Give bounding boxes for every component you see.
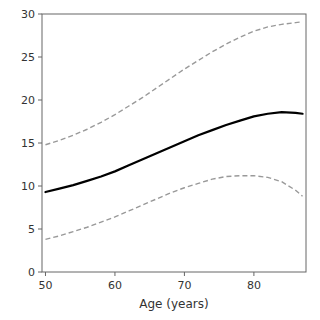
x-axis-label: Age (years) <box>139 297 208 311</box>
x-tick <box>184 272 185 276</box>
x-tick <box>253 272 254 276</box>
x-tick-label: 50 <box>38 279 52 292</box>
y-tick-label: 25 <box>21 51 35 64</box>
chart-svg: 50 60 70 80 0 5 10 15 20 25 30 Age (years) <box>0 0 320 320</box>
y-tick <box>38 272 42 273</box>
chart-container: 50 60 70 80 0 5 10 15 20 25 30 Age (years) <box>0 0 320 320</box>
x-tick <box>114 272 115 276</box>
y-tick <box>38 143 42 144</box>
y-tick-label: 20 <box>21 94 35 107</box>
series-line <box>45 176 302 240</box>
plot-area <box>42 14 306 272</box>
series-line <box>45 112 302 192</box>
x-tick <box>45 272 46 276</box>
y-tick <box>38 186 42 187</box>
y-tick-label: 5 <box>28 223 35 236</box>
y-tick <box>38 14 42 15</box>
y-tick-label: 0 <box>28 266 35 279</box>
y-tick <box>38 100 42 101</box>
y-tick <box>38 229 42 230</box>
x-tick-label: 80 <box>247 279 261 292</box>
y-tick-label: 10 <box>21 180 35 193</box>
series-line <box>45 22 302 145</box>
y-tick-label: 30 <box>21 8 35 21</box>
x-tick-label: 70 <box>177 279 191 292</box>
plot-frame <box>42 14 306 272</box>
x-tick-label: 60 <box>108 279 122 292</box>
y-tick-label: 15 <box>21 137 35 150</box>
y-tick <box>38 57 42 58</box>
page: {"chart_data": {"type": "line", "x": [50… <box>0 0 320 320</box>
series-group <box>45 22 302 240</box>
axes: 50 60 70 80 0 5 10 15 20 25 30 <box>21 8 261 292</box>
